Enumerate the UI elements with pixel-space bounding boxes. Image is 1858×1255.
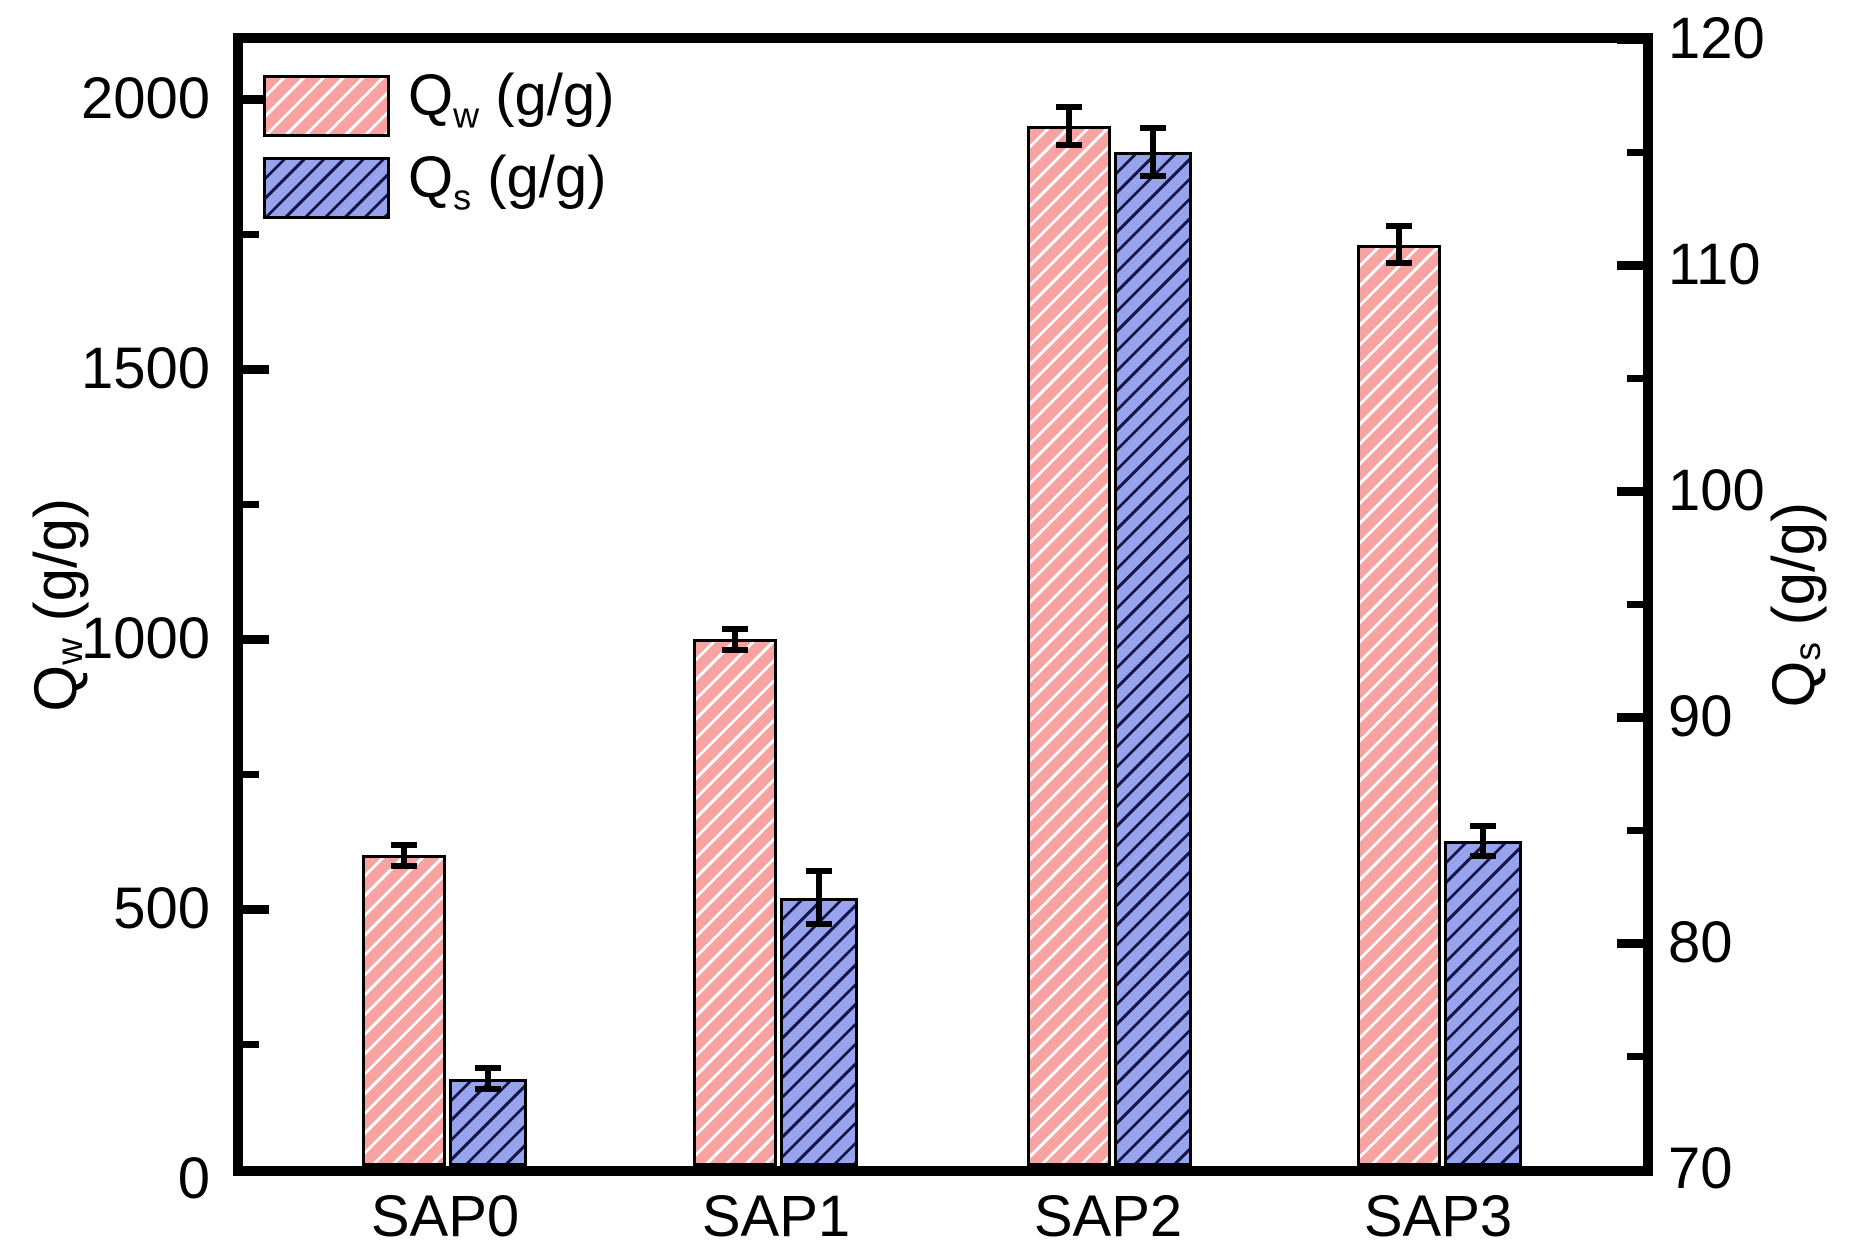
left-axis-tick-label: 2000: [80, 66, 210, 131]
left-axis-tick-label: 0: [177, 1146, 210, 1211]
errorbar-stem: [1066, 104, 1072, 148]
errorbar-stem: [1396, 223, 1402, 267]
bar-qw-SAP1: [693, 639, 777, 1166]
x-axis-label-SAP2: SAP2: [1033, 1184, 1183, 1249]
errorbar-stem: [485, 1065, 491, 1093]
right-axis-title-unit: (g/g): [1760, 501, 1827, 642]
legend-label-qw-base: Q: [408, 63, 454, 128]
left-axis-minor-tick: [243, 1040, 259, 1048]
errorbar-qs-SAP0: [475, 1065, 501, 1093]
errorbar-cap-bottom: [1386, 260, 1412, 267]
left-axis-title: Qw (g/g): [21, 498, 91, 712]
bar-qs-SAP2: [1114, 152, 1192, 1166]
right-axis-major-tick: [1617, 938, 1643, 948]
bar-qs-SAP0: [449, 1078, 527, 1166]
right-axis-tick-label: 80: [1668, 910, 1733, 975]
errorbar-cap-bottom: [722, 646, 748, 653]
errorbar-cap-bottom: [1056, 141, 1082, 148]
legend-label-qs-unit: (g/g): [471, 145, 607, 210]
left-axis-major-tick: [243, 364, 269, 374]
right-axis-title-base: Q: [1760, 660, 1827, 708]
errorbar-qw-SAP1: [722, 625, 748, 653]
errorbar-qs-SAP1: [806, 868, 832, 928]
errorbar-qw-SAP2: [1056, 104, 1082, 148]
left-axis-minor-tick: [243, 770, 259, 778]
right-axis-tick-label: 90: [1668, 684, 1733, 749]
errorbar-cap-top: [391, 841, 417, 848]
errorbar-cap-bottom: [806, 921, 832, 928]
plot-area: Qw (g/g) Qs (g/g): [233, 33, 1653, 1176]
right-axis-title-wrap: Qs (g/g): [1734, 33, 1854, 1176]
legend-swatch-qs: [263, 156, 390, 219]
left-axis-tick-label: 500: [113, 876, 210, 941]
bar-qw-SAP3: [1357, 244, 1441, 1166]
left-axis-minor-tick: [243, 500, 259, 508]
legend-entry-qw: Qw (g/g): [263, 65, 614, 147]
errorbar-stem: [732, 625, 738, 653]
errorbar-stem: [1150, 124, 1156, 180]
right-axis-tick-label: 120: [1668, 6, 1765, 71]
errorbar-cap-bottom: [1140, 173, 1166, 180]
legend-label-qw-sub: w: [453, 94, 480, 136]
left-axis-major-tick: [243, 634, 269, 644]
errorbar-qw-SAP0: [391, 841, 417, 869]
errorbar-stem: [1480, 823, 1486, 860]
legend-label-qs-sub: s: [453, 176, 472, 218]
errorbar-cap-top: [1140, 124, 1166, 131]
right-axis-tick-label: 100: [1668, 458, 1765, 523]
legend-entry-qs: Qs (g/g): [263, 147, 606, 229]
errorbar-qs-SAP3: [1470, 823, 1496, 860]
right-axis-minor-tick: [1627, 374, 1643, 382]
right-axis-tick-label: 70: [1668, 1136, 1733, 1201]
legend-label-qs: Qs (g/g): [408, 147, 606, 229]
errorbar-qs-SAP2: [1140, 124, 1166, 180]
errorbar-cap-bottom: [475, 1086, 501, 1093]
right-axis-title-sub: s: [1786, 641, 1828, 661]
right-axis-major-tick: [1617, 34, 1643, 44]
legend-label-qs-base: Q: [408, 145, 454, 210]
bar-qw-SAP0: [362, 855, 446, 1166]
right-axis-major-tick: [1617, 260, 1643, 270]
left-axis-tick-label: 1000: [80, 606, 210, 671]
errorbar-cap-top: [806, 868, 832, 875]
right-axis-minor-tick: [1627, 1052, 1643, 1060]
right-axis-minor-tick: [1627, 600, 1643, 608]
errorbar-cap-top: [1056, 104, 1082, 111]
errorbar-cap-bottom: [391, 862, 417, 869]
errorbar-cap-top: [475, 1065, 501, 1072]
bar-qs-SAP1: [780, 897, 858, 1166]
errorbar-cap-top: [722, 625, 748, 632]
errorbar-qw-SAP3: [1386, 223, 1412, 267]
x-axis-label-SAP0: SAP0: [370, 1184, 520, 1249]
left-axis-tick-label: 1500: [80, 336, 210, 401]
right-axis-minor-tick: [1627, 148, 1643, 156]
left-axis-minor-tick: [243, 230, 259, 238]
right-axis-tick-label: 110: [1668, 232, 1761, 297]
bar-qw-SAP2: [1027, 126, 1111, 1166]
errorbar-cap-top: [1470, 823, 1496, 830]
errorbar-stem: [816, 868, 822, 928]
legend-swatch-qw: [263, 74, 390, 137]
legend-label-qw: Qw (g/g): [408, 65, 614, 147]
left-axis-title-wrap: Qw (g/g): [0, 33, 116, 1176]
legend-label-qw-unit: (g/g): [479, 63, 615, 128]
left-axis-major-tick: [243, 94, 269, 104]
x-axis-label-SAP1: SAP1: [701, 1184, 851, 1249]
errorbar-stem: [401, 841, 407, 869]
left-axis-major-tick: [243, 904, 269, 914]
right-axis-title: Qs (g/g): [1759, 502, 1829, 707]
plot-inner: Qw (g/g) Qs (g/g): [243, 34, 1643, 1166]
right-axis-minor-tick: [1627, 826, 1643, 834]
right-axis-major-tick: [1617, 712, 1643, 722]
errorbar-cap-bottom: [1470, 853, 1496, 860]
right-axis-major-tick: [1617, 486, 1643, 496]
bar-qs-SAP3: [1444, 841, 1522, 1166]
x-axis-label-SAP3: SAP3: [1363, 1184, 1513, 1249]
errorbar-cap-top: [1386, 223, 1412, 230]
